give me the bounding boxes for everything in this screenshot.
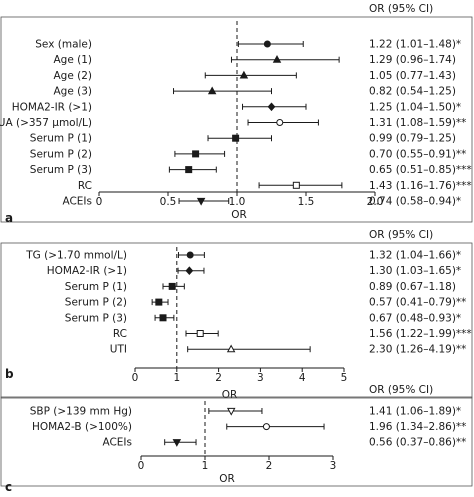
or-ci-value: 0.82 (0.54–1.25) (369, 86, 456, 98)
point-marker (172, 439, 182, 447)
or-ci-value: 1.29 (0.96–1.74) (369, 54, 456, 66)
row-label: Age (1) (53, 54, 92, 66)
x-tick-label: 0.5 (160, 196, 177, 208)
or-ci-value: 1.43 (1.16–1.76)*** (369, 180, 472, 192)
row-label: Serum P (3) (30, 164, 92, 176)
x-axis-label: OR (222, 389, 238, 401)
row-label: HOMA2-IR (>1) (12, 101, 92, 113)
or-ci-value: 0.70 (0.55–0.91)** (369, 148, 466, 160)
x-tick-label: 0 (138, 460, 145, 472)
panel-frame (0, 16, 473, 223)
point-marker (196, 197, 206, 206)
point-marker (159, 314, 167, 322)
row-label: Serum P (1) (30, 133, 92, 145)
point-marker (232, 134, 240, 142)
row-label: Sex (male) (35, 39, 92, 51)
panel-letter: c (5, 480, 12, 494)
point-marker (276, 119, 284, 126)
row-label: HOMA2-B (>100%) (32, 421, 132, 433)
row-label: Serum P (2) (30, 148, 92, 160)
row-label: Serum P (3) (65, 312, 127, 324)
panel-a: OR (95% CI) Sex (male) 1.22 (1.01–1.48)* Ag… (0, 3, 473, 225)
row-label: ACEIs (62, 196, 92, 208)
point-marker (226, 407, 236, 416)
row-label: SBP (>139 mm Hg) (30, 406, 132, 418)
or-ci-value: 2.30 (1.26–4.19)** (369, 344, 466, 356)
or-ci-value: 1.32 (1.04–1.66)* (369, 250, 461, 262)
or-ci-value: 0.74 (0.58–0.94)* (369, 196, 461, 208)
x-tick-label: 2 (215, 372, 222, 384)
x-tick-label: 1.5 (298, 196, 315, 208)
or-ci-value: 1.22 (1.01–1.48)* (369, 39, 461, 51)
panel-frame (0, 396, 473, 487)
point-marker (155, 298, 163, 306)
point-marker (207, 86, 217, 95)
row-label: ACEIs (102, 437, 132, 449)
ci-column-header: OR (95% CI) (369, 229, 433, 241)
point-marker (263, 40, 271, 48)
panel-letter: a (5, 211, 13, 225)
or-ci-value: 1.56 (1.22–1.99)*** (369, 328, 472, 340)
row-label: Serum P (2) (65, 297, 127, 309)
or-ci-value: 0.65 (0.51–0.85)*** (369, 164, 472, 176)
point-marker (272, 55, 282, 63)
x-tick-label: 5 (341, 372, 348, 384)
row-label: HOMA2-IR (>1) (47, 265, 127, 277)
point-marker (186, 251, 194, 259)
x-tick-label: 3 (330, 460, 337, 472)
x-tick-label: 0 (96, 196, 103, 208)
point-marker (262, 423, 270, 431)
point-marker (192, 150, 200, 158)
x-tick-label: 4 (299, 372, 306, 384)
point-marker (267, 102, 276, 112)
or-ci-value: 1.30 (1.03–1.65)* (369, 265, 461, 277)
x-tick-label: 2.0 (367, 196, 384, 208)
point-marker (168, 282, 176, 290)
x-tick-label: 1 (202, 460, 209, 472)
or-ci-value: 0.67 (0.48–0.93)* (369, 312, 461, 324)
panel-b: OR (95% CI) TG (>1.70 mmol/L) 1.32 (1.04–1… (0, 229, 473, 401)
or-ci-value: 1.25 (1.04–1.50)* (369, 101, 461, 113)
x-tick-label: 0 (132, 372, 139, 384)
or-ci-value: 0.89 (0.67–1.18) (369, 281, 456, 293)
x-tick-label: 2 (266, 460, 273, 472)
x-axis-label: OR (231, 209, 247, 221)
or-ci-value: 1.05 (0.77–1.43) (369, 70, 456, 82)
panel-c: OR (95% CI) SBP (>139 mm Hg) 1.41 (1.06–1.… (0, 384, 473, 494)
row-label: RC (113, 328, 127, 340)
x-tick-label: 3 (257, 372, 264, 384)
ci-column-header: OR (95% CI) (369, 384, 433, 396)
row-label: Serum P (1) (65, 281, 127, 293)
point-marker (292, 181, 300, 189)
ci-column-header: OR (95% CI) (369, 3, 433, 15)
panel-letter: b (5, 367, 14, 381)
row-label: TG (>1.70 mmol/L) (25, 250, 127, 262)
or-ci-value: 0.56 (0.37–0.86)** (369, 437, 466, 449)
row-label: UTI (110, 344, 127, 356)
or-ci-value: 0.99 (0.79–1.25) (369, 133, 456, 145)
point-marker (185, 266, 194, 276)
point-marker (185, 166, 193, 174)
or-ci-value: 1.96 (1.34–2.86)** (369, 421, 466, 433)
panel-frame (0, 242, 473, 399)
x-tick-label: 1.0 (229, 196, 246, 208)
point-marker (196, 330, 204, 337)
row-label: RC (78, 180, 92, 192)
point-marker (239, 70, 249, 79)
or-ci-value: 0.57 (0.41–0.79)** (369, 297, 466, 309)
x-tick-label: 1 (173, 372, 180, 384)
x-axis-label: OR (219, 473, 235, 485)
row-label: Age (2) (53, 70, 92, 82)
or-ci-value: 1.31 (1.08–1.59)** (369, 117, 466, 129)
or-ci-value: 1.41 (1.06–1.89)* (369, 406, 461, 418)
point-marker (226, 344, 236, 353)
row-label: UA (>357 μmol/L) (0, 117, 92, 129)
row-label: Age (3) (53, 86, 92, 98)
